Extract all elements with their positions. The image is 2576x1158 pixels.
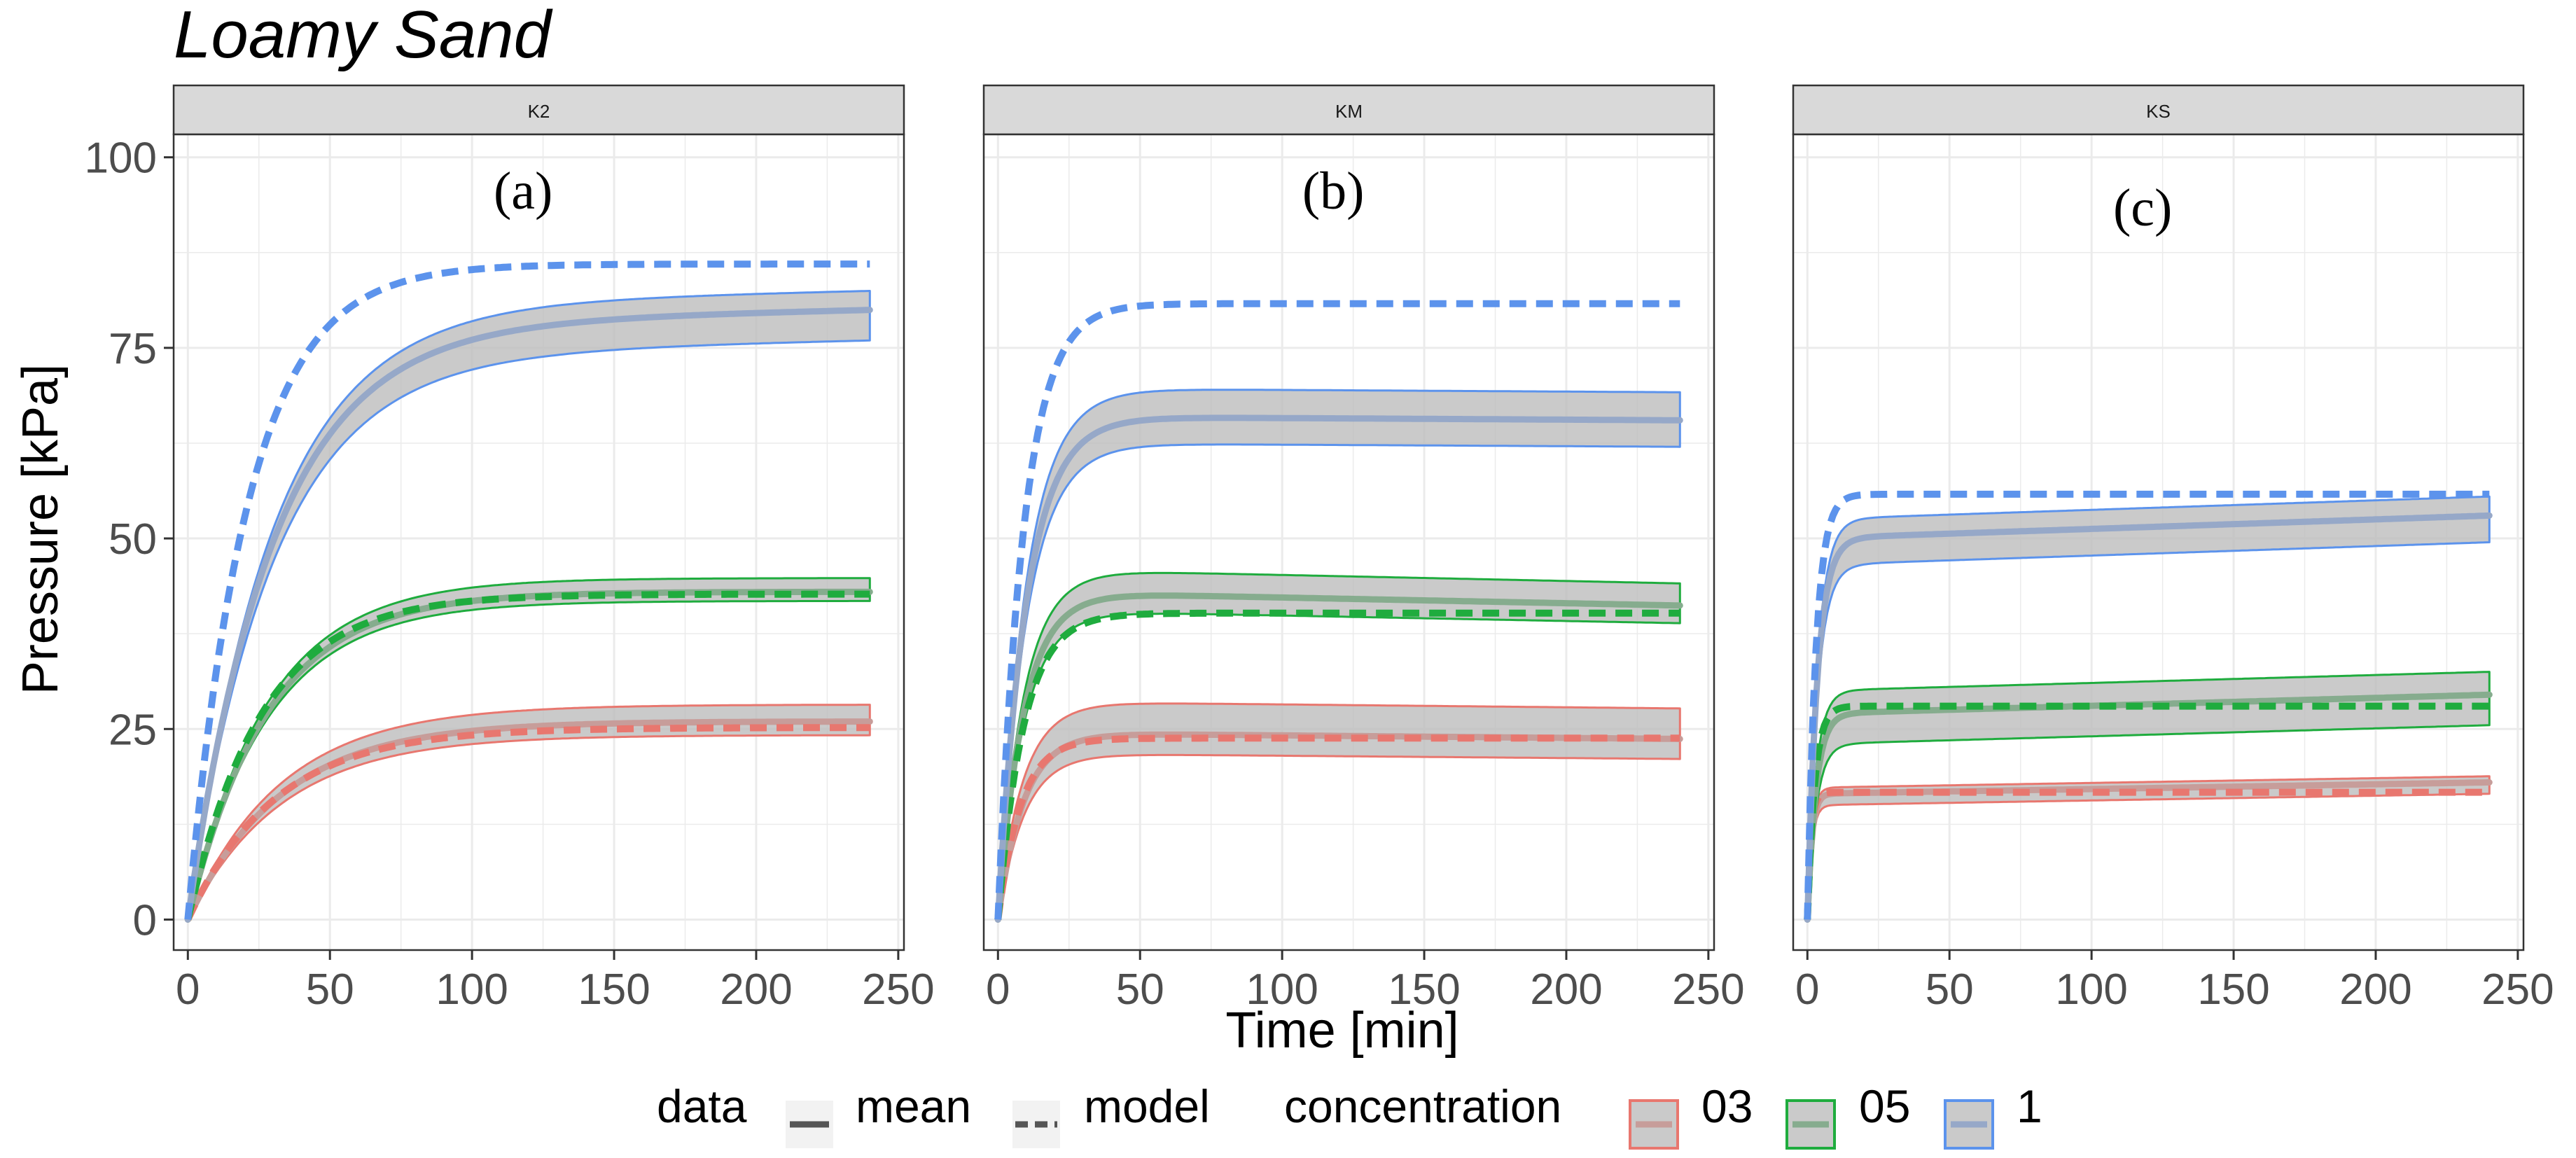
legend-key-mean — [786, 1101, 833, 1148]
x-tick-label: 250 — [862, 965, 934, 1014]
panel-k2: K2 0 50 100 150 200 250 0 25 50 75 100 (a) — [85, 84, 935, 1014]
series-1 — [1804, 490, 2493, 923]
y-axis-label: Pressure [kPa] — [13, 364, 69, 695]
x-tick-label: 0 — [176, 965, 200, 1014]
panel-border — [1792, 133, 2525, 951]
x-tick-label: 150 — [578, 965, 650, 1014]
panel-annotation: (a) — [494, 162, 552, 221]
legend: data mean model concentration 03 05 1 — [657, 1080, 2042, 1150]
facet-strip-label: K2 — [528, 101, 550, 122]
mean-line-05 — [994, 592, 1683, 923]
model-line-1 — [184, 260, 870, 920]
model-line-03 — [994, 734, 1680, 921]
panel-km: KM 0 50 100 150 200 250 (b) — [982, 84, 1745, 1014]
x-tick-label: 150 — [1388, 965, 1460, 1014]
legend-key-model — [1012, 1101, 1060, 1148]
series-03 — [994, 702, 1683, 923]
series-1 — [994, 300, 1683, 923]
model-line-03 — [1804, 788, 2490, 920]
plot-background — [174, 134, 904, 950]
chart-title: Loamy Sand — [174, 0, 553, 72]
mean-line-1 — [994, 414, 1683, 923]
legend-label-mean: mean — [856, 1080, 971, 1132]
x-tick-label: 50 — [1926, 965, 1974, 1014]
x-tick-label: 250 — [1672, 965, 1744, 1014]
x-tick-label: 100 — [2055, 965, 2127, 1014]
x-tick-label: 0 — [1795, 965, 1819, 1014]
series-05 — [184, 577, 873, 923]
panel-annotation: (c) — [2113, 179, 2172, 237]
legend-key-1 — [1944, 1099, 1994, 1150]
legend-title-concentration: concentration — [1284, 1080, 1561, 1132]
mean-line-1 — [1804, 512, 2493, 923]
model-line-03 — [184, 724, 870, 921]
x-tick-label: 50 — [306, 965, 354, 1014]
series-1 — [184, 260, 873, 923]
y-tick-label: 25 — [109, 706, 157, 754]
legend-title-data: data — [657, 1080, 747, 1132]
legend-key-03 — [1629, 1099, 1679, 1150]
x-tick-label: 50 — [1116, 965, 1164, 1014]
legend-label-05: 05 — [1859, 1080, 1910, 1132]
panel-ks: KS 0 50 100 150 200 250 (c) — [1792, 84, 2554, 1014]
x-tick-label: 0 — [986, 965, 1010, 1014]
facet-strip-label: KS — [2146, 101, 2171, 122]
legend-label-model: model — [1084, 1080, 1210, 1132]
confidence-band-03 — [996, 702, 1681, 921]
x-tick-label: 200 — [2339, 965, 2411, 1014]
series-03 — [1804, 775, 2493, 923]
series-03 — [184, 704, 873, 923]
facet-strip-label: KM — [1335, 101, 1363, 122]
facet-strip — [172, 84, 905, 136]
x-tick-label: 100 — [1246, 965, 1318, 1014]
y-tick-label: 0 — [133, 896, 157, 944]
plot-background — [984, 134, 1714, 950]
legend-label-03: 03 — [1701, 1080, 1753, 1132]
y-tick-label: 75 — [109, 325, 157, 373]
x-tick-label: 200 — [1530, 965, 1602, 1014]
x-tick-label: 250 — [2481, 965, 2554, 1014]
mean-line-05 — [1804, 691, 2493, 923]
series-05 — [994, 571, 1683, 923]
x-tick-label: 150 — [2197, 965, 2269, 1014]
confidence-band-05 — [1806, 671, 2491, 921]
model-line-1 — [1804, 490, 2490, 920]
facet-strip — [1792, 84, 2525, 136]
model-line-1 — [994, 300, 1680, 920]
facet-strip — [982, 84, 1715, 136]
x-axis-label: Time [min] — [1225, 1003, 1458, 1059]
model-line-05 — [184, 590, 870, 921]
y-tick-label: 100 — [85, 134, 157, 183]
model-line-05 — [1804, 702, 2490, 920]
y-tick-label: 50 — [109, 515, 157, 564]
series-05 — [1804, 671, 2493, 923]
x-tick-label: 100 — [436, 965, 508, 1014]
legend-key-05 — [1785, 1099, 1836, 1150]
mean-line-03 — [184, 718, 873, 923]
x-tick-label: 200 — [720, 965, 792, 1014]
panel-annotation: (b) — [1302, 162, 1365, 221]
confidence-band-1 — [186, 290, 871, 921]
legend-label-1: 1 — [2017, 1080, 2042, 1132]
grid-lines — [984, 134, 1714, 950]
model-line-05 — [994, 609, 1680, 920]
panel-border — [982, 133, 1715, 951]
mean-line-1 — [184, 307, 873, 923]
panel-border — [172, 133, 905, 951]
